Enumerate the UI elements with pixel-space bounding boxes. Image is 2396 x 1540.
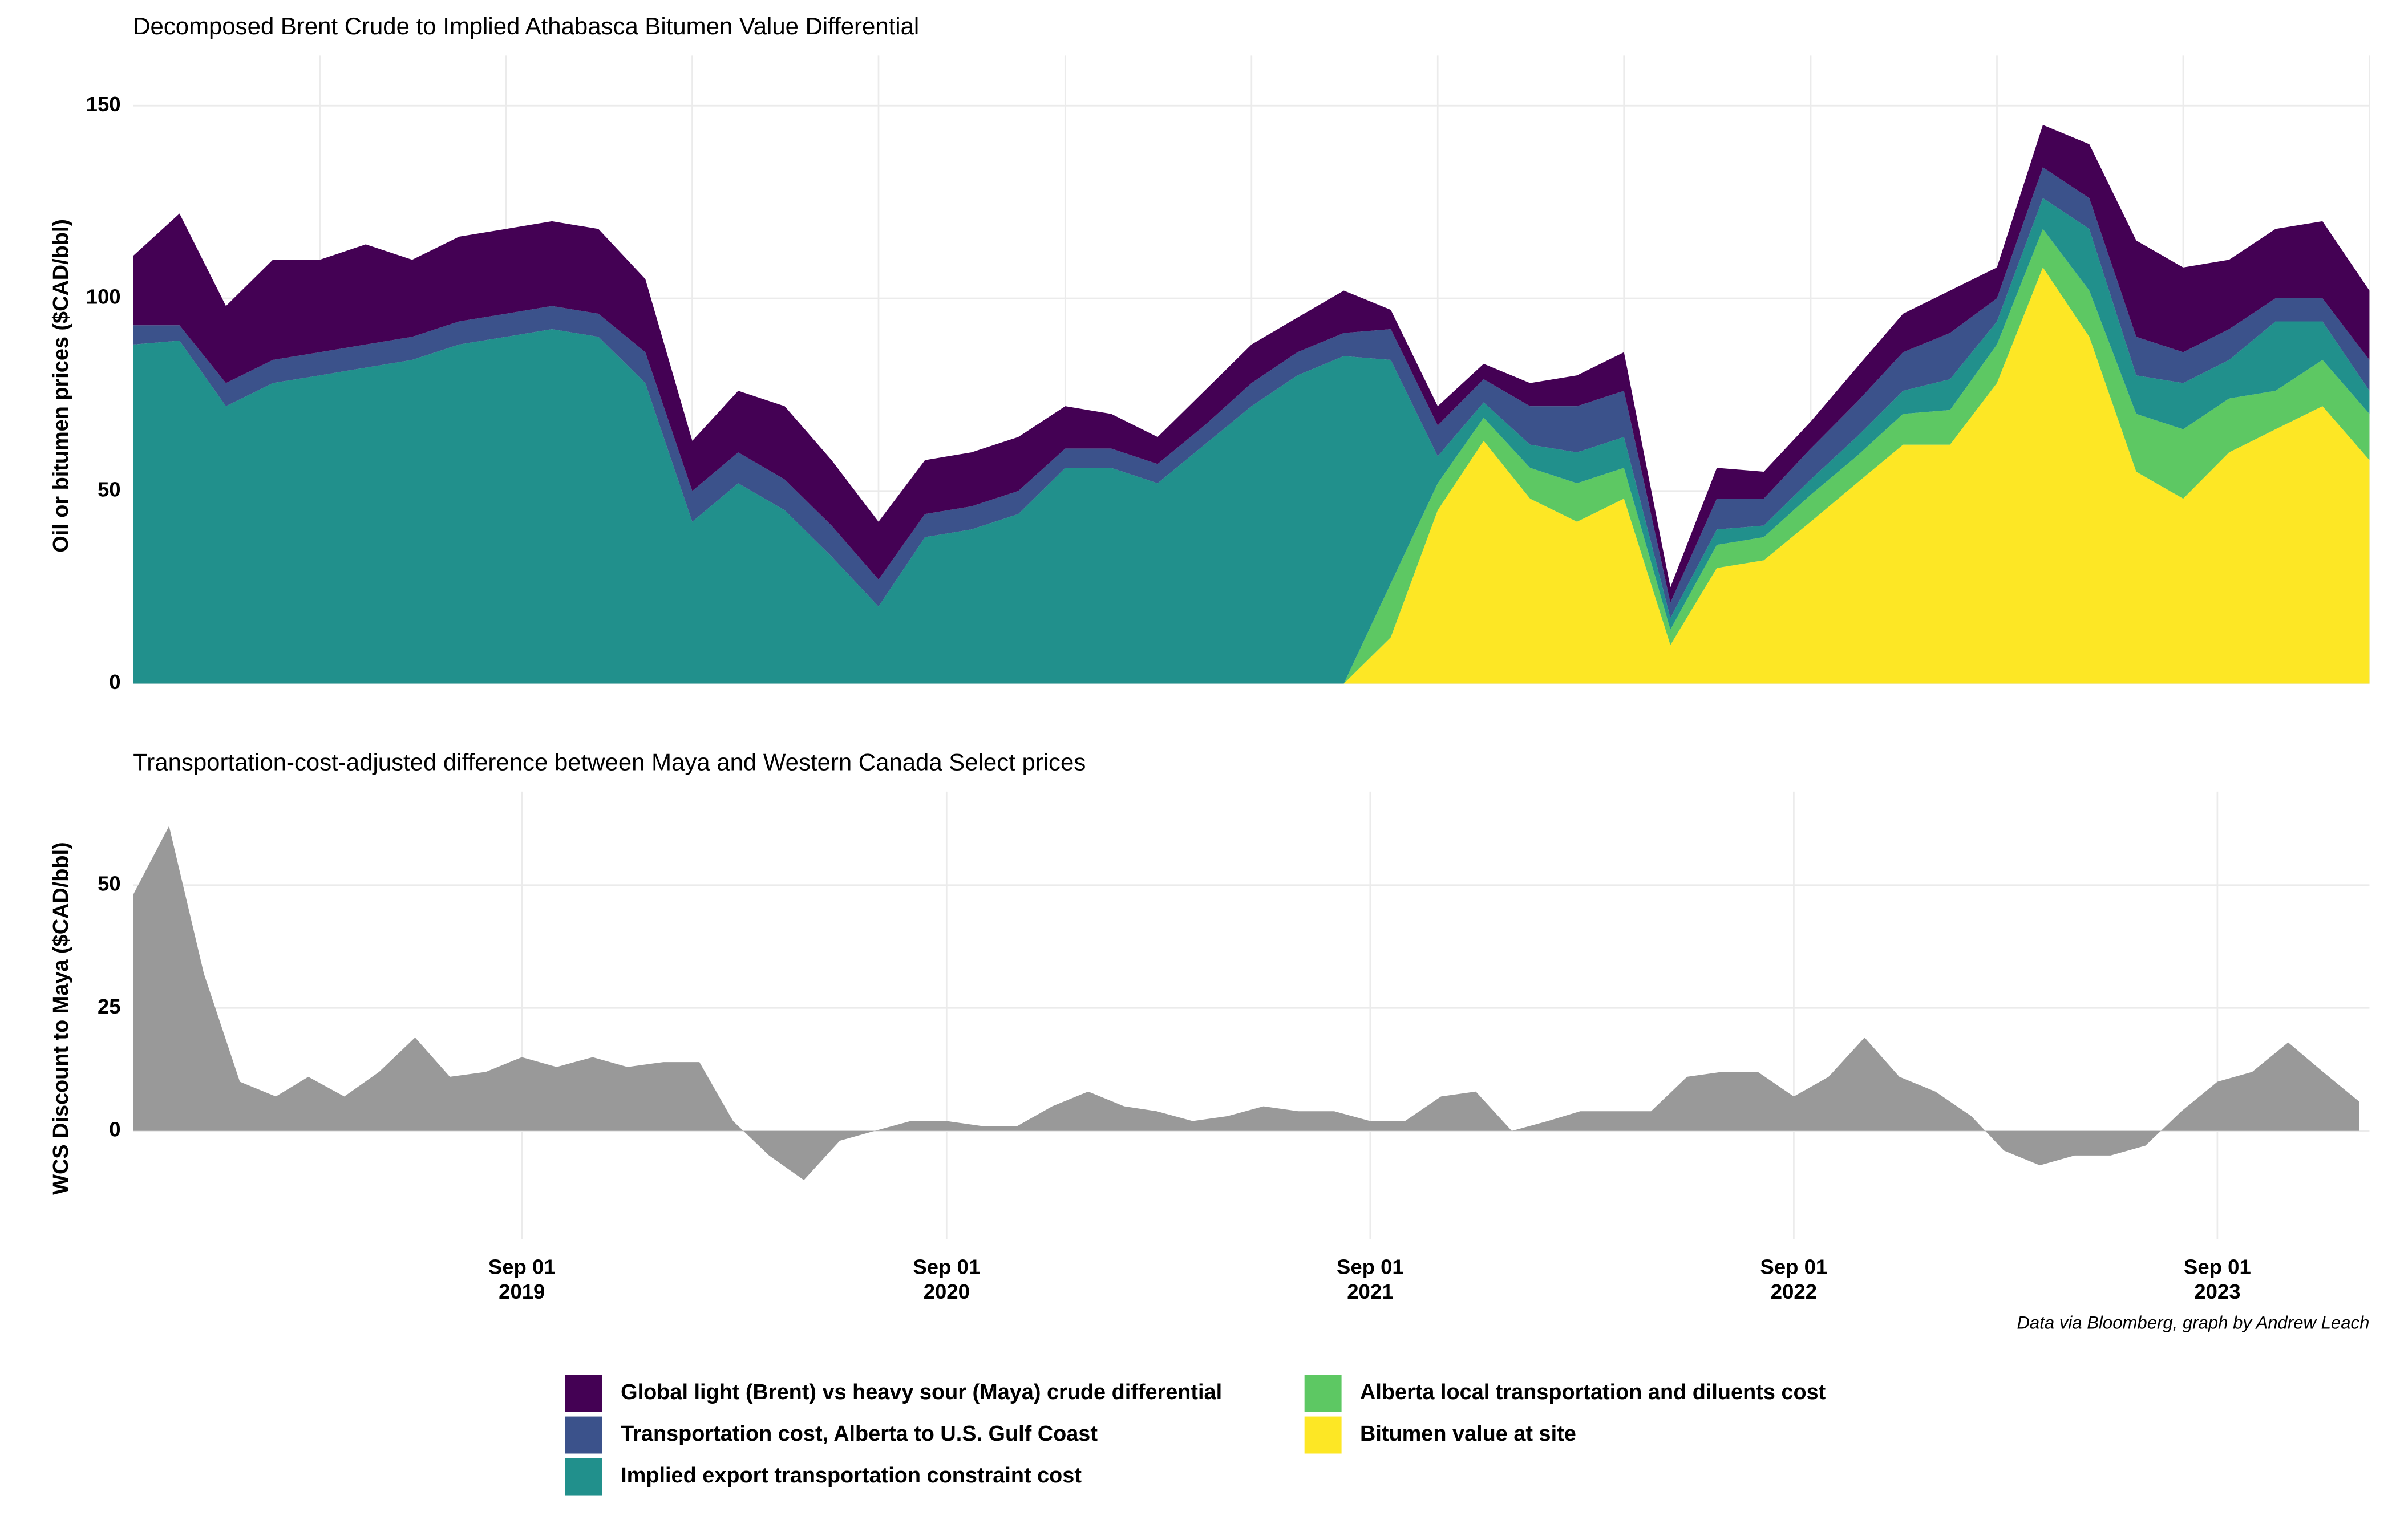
area	[133, 826, 2359, 1180]
area	[133, 198, 2370, 684]
legend-swatch	[565, 1375, 602, 1412]
legend-label: Global light (Brent) vs heavy sour (Maya…	[621, 1380, 1222, 1404]
x-tick-label: 2021	[1347, 1280, 1393, 1303]
chart-title: Transportation-cost-adjusted difference …	[133, 748, 1086, 775]
y-axis-title: Oil or bitumen prices ($CAD/bbl)	[49, 219, 73, 553]
legend-label: Implied export transportation constraint…	[621, 1464, 1082, 1488]
x-tick-label: Sep 01	[913, 1255, 980, 1278]
y-tick-label: 25	[98, 995, 121, 1018]
legend-swatch	[1304, 1416, 1342, 1454]
legend-label: Transportation cost, Alberta to U.S. Gul…	[621, 1422, 1098, 1446]
legend-label: Bitumen value at site	[1360, 1422, 1576, 1446]
x-tick-label: 2019	[499, 1280, 545, 1303]
x-tick-label: 2020	[924, 1280, 970, 1303]
y-tick-label: 100	[86, 285, 121, 309]
x-tick-label: Sep 01	[1760, 1255, 1828, 1278]
legend-label: Alberta local transportation and diluent…	[1360, 1380, 1826, 1404]
y-tick-label: 150	[86, 92, 121, 116]
x-tick-label: Sep 01	[1337, 1255, 1404, 1278]
y-tick-label: 50	[98, 872, 121, 895]
legend-swatch	[565, 1416, 602, 1454]
chart-title: Decomposed Brent Crude to Implied Athaba…	[133, 13, 919, 39]
x-tick-label: Sep 01	[488, 1255, 556, 1278]
x-tick-label: 2022	[1771, 1280, 1817, 1303]
x-tick-label: 2023	[2194, 1280, 2240, 1303]
caption: Data via Bloomberg, graph by Andrew Leac…	[2017, 1312, 2369, 1332]
legend-swatch	[565, 1458, 602, 1496]
y-tick-label: 0	[109, 670, 120, 694]
area	[133, 124, 2370, 603]
y-tick-label: 50	[98, 477, 121, 501]
y-axis-title: WCS Discount to Maya ($CAD/bbl)	[49, 842, 73, 1194]
x-tick-label: Sep 01	[2184, 1255, 2251, 1278]
area	[133, 267, 2370, 684]
legend-swatch	[1304, 1375, 1342, 1412]
area	[133, 167, 2370, 618]
y-tick-label: 0	[109, 1117, 120, 1141]
